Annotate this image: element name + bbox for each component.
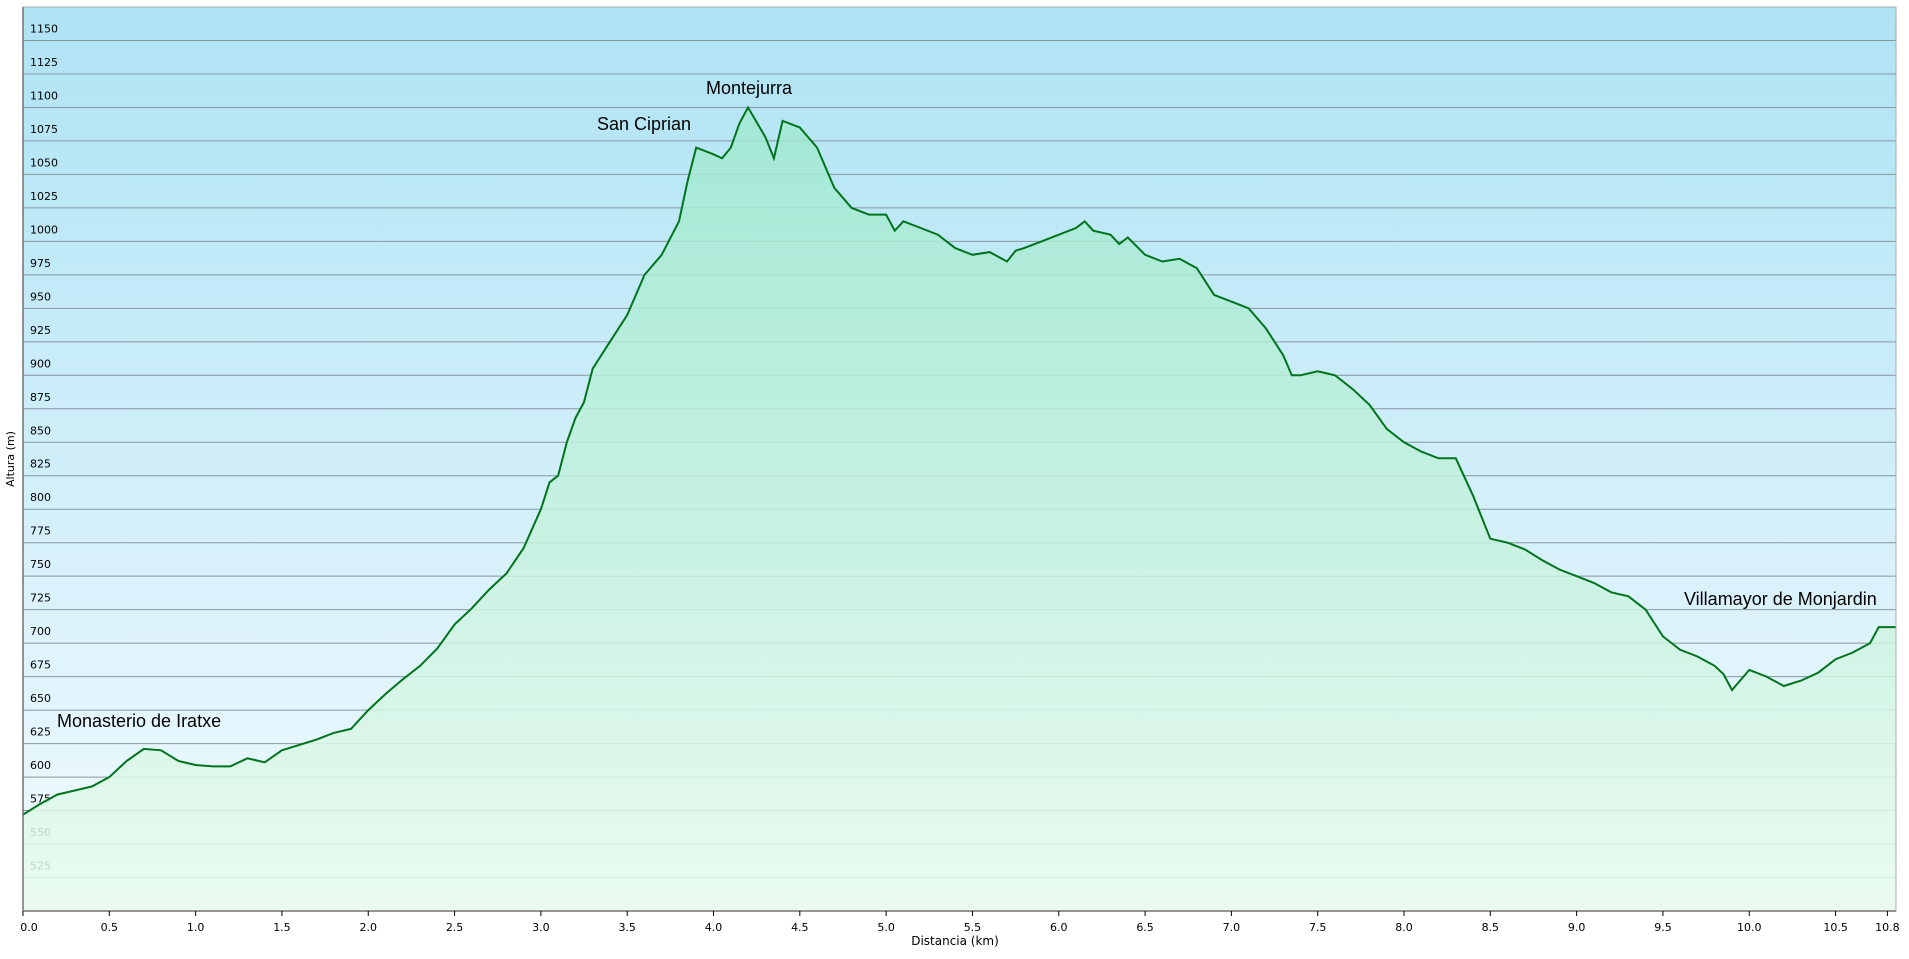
x-tick-label: 3.0: [532, 921, 550, 934]
x-tick-label: 0.5: [101, 921, 119, 934]
x-tick-label: 6.0: [1050, 921, 1068, 934]
y-tick-label: 1000: [30, 223, 58, 236]
y-tick-label: 600: [30, 759, 51, 772]
y-tick-label: 825: [30, 458, 51, 471]
y-tick-label: 625: [30, 726, 51, 739]
annotation: Villamayor de Monjardin: [1684, 589, 1877, 609]
y-tick-label: 975: [30, 257, 51, 270]
annotation: Montejurra: [706, 78, 793, 98]
y-axis-title: Altura (m): [4, 431, 17, 487]
x-tick-label: 1.5: [273, 921, 291, 934]
x-tick-label: 5.0: [877, 921, 895, 934]
x-tick-label: 4.5: [791, 921, 809, 934]
y-tick-label: 925: [30, 324, 51, 337]
elevation-line: [22, 105, 1896, 816]
x-tick-label: 7.0: [1223, 921, 1241, 934]
x-tick-label: 0.0: [20, 921, 38, 934]
x-tick-label: 10.0: [1737, 921, 1762, 934]
annotation: Monasterio de Iratxe: [57, 711, 221, 731]
y-tick-label: 700: [30, 625, 51, 638]
y-tick-label: 950: [30, 290, 51, 303]
y-tick-label: 675: [30, 659, 51, 672]
y-tick-label: 1025: [30, 190, 58, 203]
y-tick-label: 900: [30, 357, 51, 370]
y-tick-label: 1050: [30, 156, 58, 169]
x-tick-label: 9.0: [1568, 921, 1586, 934]
y-tick-label: 750: [30, 558, 51, 571]
x-tick-label: 3.5: [618, 921, 636, 934]
x-tick-label: 5.5: [964, 921, 982, 934]
annotation: San Ciprian: [597, 114, 691, 134]
x-tick-label: 6.5: [1136, 921, 1154, 934]
x-tick-label: 8.5: [1482, 921, 1500, 934]
y-tick-label: 1150: [30, 22, 58, 35]
y-tick-label: 775: [30, 525, 51, 538]
y-tick-label: 800: [30, 491, 51, 504]
y-tick-label: 1075: [30, 123, 58, 136]
y-tick-label: 1100: [30, 89, 58, 102]
y-tick-label: 725: [30, 592, 51, 605]
x-tick-label: 10.8: [1875, 921, 1900, 934]
x-tick-label: 4.0: [705, 921, 723, 934]
x-tick-label: 8.0: [1395, 921, 1413, 934]
x-tick-label: 10.5: [1823, 921, 1848, 934]
y-tick-label: 875: [30, 391, 51, 404]
plot-border: [22, 6, 1897, 912]
x-axis-title: Distancia (km): [911, 934, 999, 948]
x-tick-label: 9.5: [1654, 921, 1672, 934]
y-tick-label: 1125: [30, 56, 58, 69]
x-tick-label: 1.0: [187, 921, 205, 934]
x-tick-label: 2.0: [360, 921, 378, 934]
x-tick-label: 2.5: [446, 921, 464, 934]
x-tick-label: 7.5: [1309, 921, 1327, 934]
y-tick-label: 850: [30, 424, 51, 437]
y-tick-label: 650: [30, 692, 51, 705]
area-fill: [23, 107, 1896, 911]
